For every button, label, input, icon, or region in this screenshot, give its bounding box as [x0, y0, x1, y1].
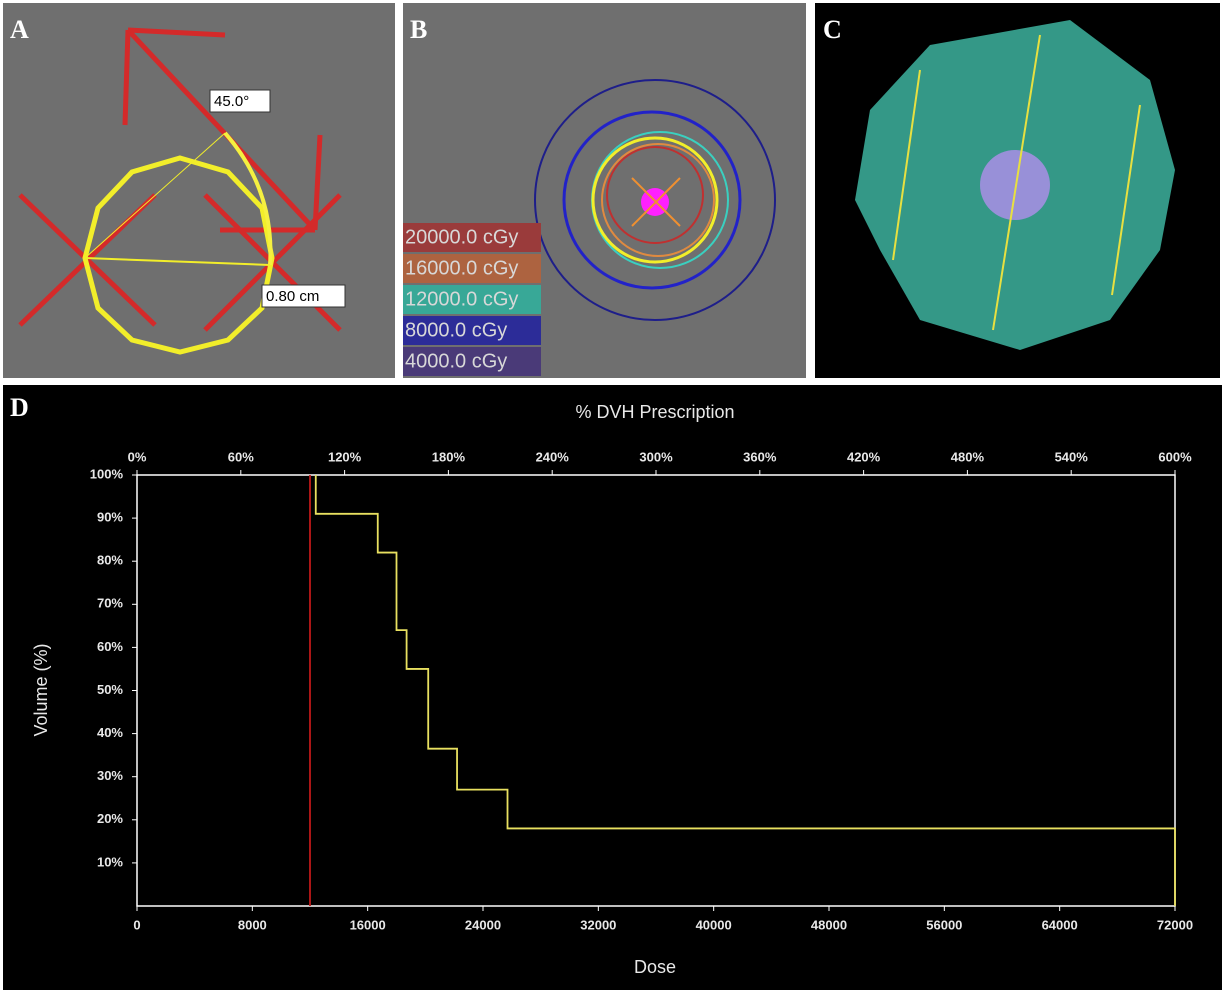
y-tick-label: 10%	[97, 854, 123, 869]
panel-d: D % DVH Prescription Dose Volume (%) 0 80…	[3, 385, 1222, 990]
annotation: 0.80 cm	[266, 288, 319, 305]
sphere	[980, 150, 1050, 220]
panel-label: A	[10, 15, 29, 44]
y-tick-label: 60%	[97, 639, 123, 654]
panel-b: B 20000.0 cGy 16000.0 cGy 12000.0 cGy 8000.…	[403, 3, 806, 378]
y-tick-label: 80%	[97, 553, 123, 568]
x-axis-title: Dose	[634, 957, 676, 977]
x2-tick-label: 600%	[1158, 449, 1192, 464]
x2-tick-label: 60%	[228, 449, 254, 464]
legend-label: 12000.0 cGy	[405, 288, 518, 310]
x-tick-label: 16000	[350, 917, 386, 932]
panel-c: C	[815, 3, 1220, 378]
y-tick-label: 30%	[97, 768, 123, 783]
panel-label: C	[823, 15, 842, 44]
x-tick-label: 72000	[1157, 917, 1193, 932]
x-tick-label: 0	[133, 917, 140, 932]
annotation: 45.0°	[214, 93, 249, 110]
x-tick-label: 64000	[1042, 917, 1078, 932]
x2-tick-label: 420%	[847, 449, 881, 464]
x-tick-label: 48000	[811, 917, 847, 932]
x-tick-label: 32000	[580, 917, 616, 932]
panel-label: D	[10, 393, 29, 422]
y-tick-label: 70%	[97, 596, 123, 611]
legend-label: 16000.0 cGy	[405, 257, 518, 279]
y-tick-label: 50%	[97, 682, 123, 697]
y-tick-label: 90%	[97, 510, 123, 525]
x2-tick-label: 540%	[1055, 449, 1089, 464]
panel-bg	[3, 3, 395, 378]
x2-tick-label: 360%	[743, 449, 777, 464]
x2-tick-label: 300%	[639, 449, 673, 464]
figure: 45.0° 0.80 cm A B 20000.0 cGy 16000.0 cGy…	[0, 0, 1225, 993]
legend-label: 4000.0 cGy	[405, 350, 507, 372]
x-tick-label: 40000	[696, 917, 732, 932]
x2-tick-label: 240%	[536, 449, 570, 464]
x2-tick-label: 120%	[328, 449, 362, 464]
legend-label: 8000.0 cGy	[405, 319, 507, 341]
x2-tick-label: 180%	[432, 449, 466, 464]
y-tick-label: 40%	[97, 725, 123, 740]
y-tick-label: 100%	[90, 466, 124, 481]
x-tick-label: 56000	[926, 917, 962, 932]
y-axis-title: Volume (%)	[31, 643, 51, 736]
x-tick-label: 8000	[238, 917, 267, 932]
chart-title: % DVH Prescription	[575, 402, 734, 422]
x-tick-label: 24000	[465, 917, 501, 932]
panel-label: B	[410, 15, 427, 44]
x2-tick-label: 0%	[128, 449, 147, 464]
y-tick-label: 20%	[97, 811, 123, 826]
panel-a: 45.0° 0.80 cm A	[3, 3, 395, 378]
legend-label: 20000.0 cGy	[405, 226, 518, 248]
x2-tick-label: 480%	[951, 449, 985, 464]
